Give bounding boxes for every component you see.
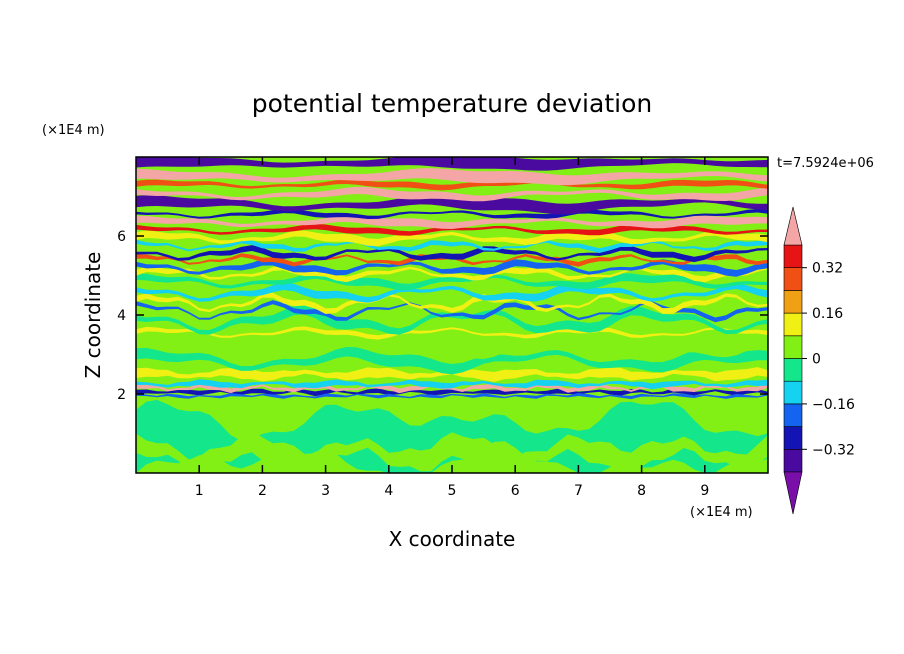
colorbar-segment — [783, 335, 803, 359]
colorbar-segment — [783, 380, 803, 405]
colorbar-label: 0 — [812, 352, 821, 368]
y-tick-label: 6 — [117, 229, 126, 245]
field-band — [136, 245, 768, 263]
colorbar-segment — [783, 426, 803, 450]
colorbar-min-arrow — [783, 471, 803, 515]
colorbar-label: 0.32 — [812, 261, 843, 277]
time-label: t=7.5924e+06 — [777, 156, 874, 171]
field-band — [136, 292, 768, 314]
field-band — [136, 168, 768, 186]
y-axis-label: Z coordinate — [81, 252, 105, 379]
x-axis: 1 2 3 4 5 6 7 8 9 — [195, 157, 709, 499]
colorbar-segment — [783, 267, 803, 291]
field-band — [136, 367, 768, 382]
field-band — [136, 379, 768, 390]
x-tick-label: 9 — [700, 483, 709, 499]
field-band — [136, 346, 768, 375]
heatmap-field — [136, 157, 768, 473]
x-tick-label: 2 — [258, 483, 267, 499]
field-band — [136, 326, 768, 340]
chart-title: potential temperature deviation — [252, 89, 652, 118]
x-unit-label: (×1E4 m) — [690, 505, 753, 520]
field-band — [136, 324, 768, 360]
colorbar-label: 0.16 — [812, 306, 843, 322]
colorbar-segment — [783, 290, 803, 314]
y-tick-label: 2 — [117, 387, 126, 403]
colorbar-label: −0.32 — [812, 442, 855, 458]
field-band — [136, 258, 768, 277]
field-band — [136, 195, 768, 215]
x-tick-label: 4 — [384, 483, 393, 499]
y-unit-label: (×1E4 m) — [42, 123, 105, 138]
x-tick-label: 7 — [574, 483, 583, 499]
field-band — [136, 282, 768, 303]
x-tick-label: 6 — [511, 483, 520, 499]
colorbar-segment — [783, 312, 803, 337]
field-band — [136, 230, 768, 247]
colorbar-max-arrow — [783, 206, 803, 246]
colorbar-segment — [783, 403, 803, 427]
x-tick-label: 5 — [448, 483, 457, 499]
field-band — [136, 186, 768, 202]
x-axis-label: X coordinate — [389, 527, 516, 551]
colorbar-segment — [783, 358, 803, 382]
colorbar: 0.32 0.16 0 −0.16 −0.32 — [783, 206, 855, 515]
x-tick-label: 3 — [321, 483, 330, 499]
field-band — [136, 223, 768, 236]
field-band — [136, 253, 768, 267]
field-band — [136, 239, 768, 253]
field-band — [136, 179, 768, 191]
field-band — [136, 208, 768, 219]
y-tick-label: 4 — [117, 308, 126, 324]
x-tick-label: 8 — [637, 483, 646, 499]
field-band — [136, 215, 768, 229]
colorbar-label: −0.16 — [812, 397, 855, 413]
x-tick-label: 1 — [195, 483, 204, 499]
colorbar-segment — [783, 448, 803, 473]
colorbar-segment — [783, 244, 803, 269]
field-band — [136, 393, 768, 400]
y-axis: 2 4 6 — [117, 229, 768, 403]
field-band — [136, 431, 768, 473]
